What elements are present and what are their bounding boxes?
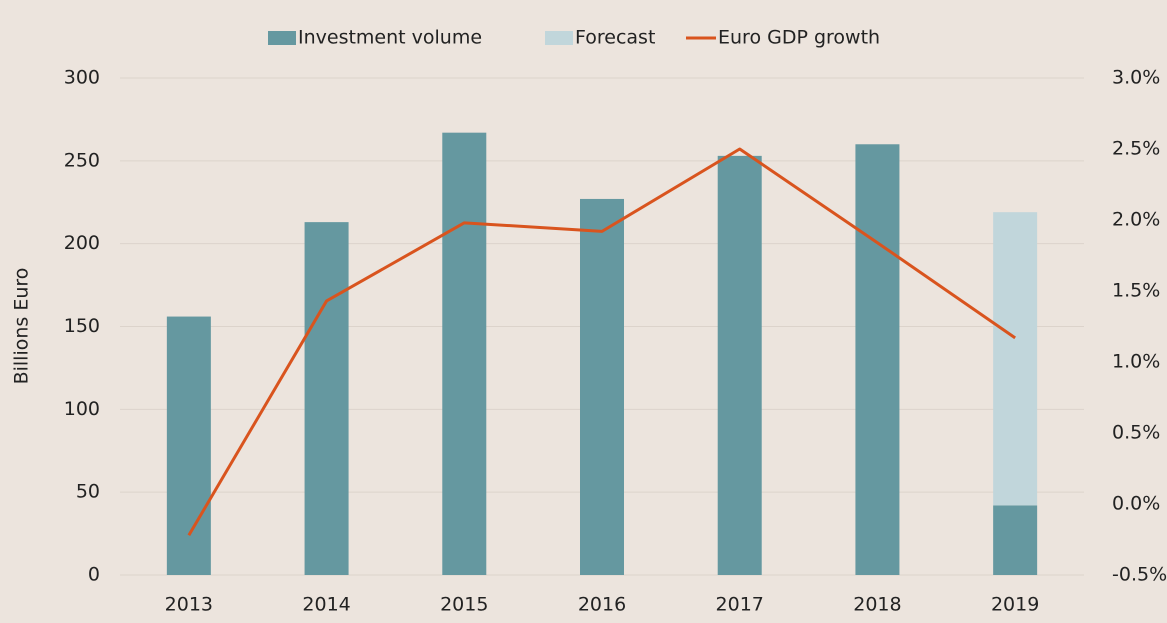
x-tick-label: 2017 <box>716 594 764 616</box>
y-tick-label: 0 <box>88 564 100 586</box>
y2-tick-label: 3.0% <box>1112 67 1160 89</box>
y-tick-label: 200 <box>64 232 100 254</box>
y2-tick-label: 1.0% <box>1112 351 1160 373</box>
y-tick-label: 250 <box>64 149 100 171</box>
y2-tick-label: 2.5% <box>1112 138 1160 160</box>
bar <box>993 212 1038 506</box>
y-tick-label: 150 <box>64 315 100 337</box>
y-tick-label: 100 <box>64 398 100 420</box>
line <box>187 147 1016 537</box>
bar <box>166 316 211 575</box>
legend-label: Forecast <box>575 27 655 49</box>
bar <box>993 505 1038 575</box>
y2-tick-label: -0.5% <box>1112 564 1167 586</box>
x-tick-label: 2014 <box>302 594 350 616</box>
bar <box>304 222 349 575</box>
x-tick-label: 2015 <box>440 594 488 616</box>
legend-label: Euro GDP growth <box>718 27 880 49</box>
y2-tick-label: 2.0% <box>1112 209 1160 231</box>
bar <box>580 198 624 576</box>
bar <box>442 132 487 576</box>
y2-tick-label: 0.0% <box>1112 493 1160 515</box>
x-tick-label: 2013 <box>165 594 213 616</box>
legend-label: Investment volume <box>298 27 482 49</box>
legend-swatch <box>268 31 296 45</box>
y2-tick-label: 0.5% <box>1112 422 1160 444</box>
x-tick-label: 2016 <box>578 594 626 616</box>
y2-tick-label: 1.5% <box>1112 280 1160 302</box>
bar <box>855 144 900 575</box>
bar <box>717 155 762 575</box>
y-axis-label: Billions Euro <box>11 268 33 385</box>
x-tick-label: 2018 <box>853 594 901 616</box>
y-tick-label: 50 <box>76 481 100 503</box>
legend-swatch <box>545 31 573 45</box>
x-tick-label: 2019 <box>991 594 1039 616</box>
y-tick-label: 300 <box>64 67 100 89</box>
